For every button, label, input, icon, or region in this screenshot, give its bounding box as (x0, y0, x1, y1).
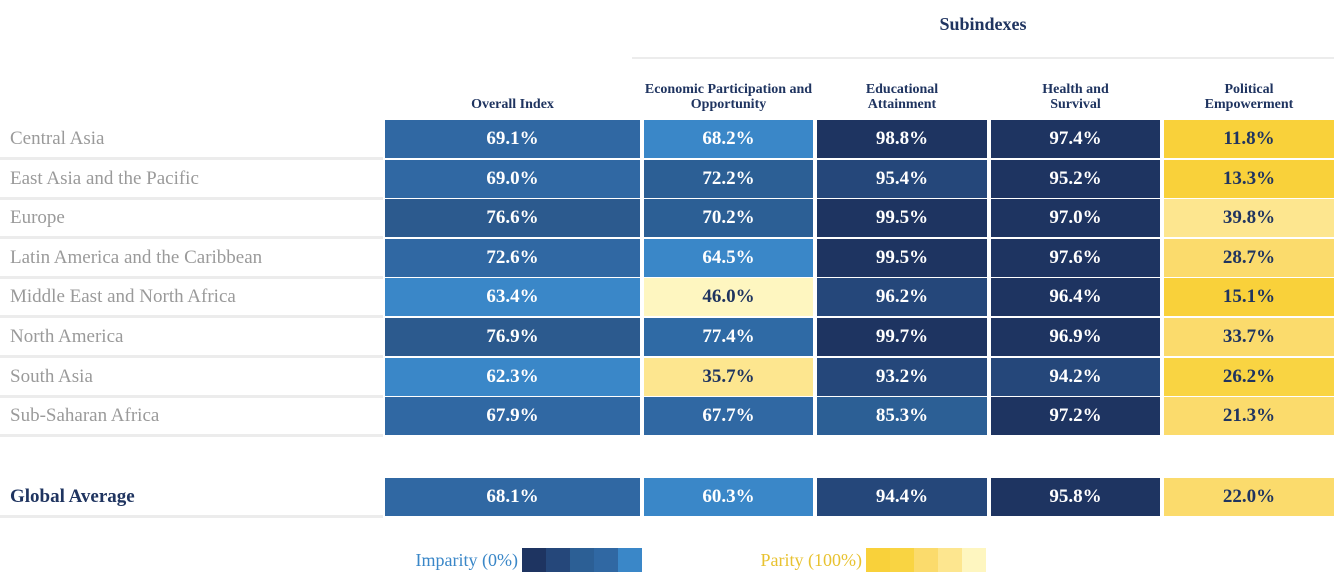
cell: 76.9% (385, 318, 640, 356)
cell: 15.1% (1164, 278, 1334, 317)
column-header: Political Empowerment (1204, 82, 1294, 112)
row-label: South Asia (0, 358, 383, 398)
cell: 95.2% (991, 159, 1160, 198)
cell: 60.3% (644, 478, 813, 516)
legend-swatch (522, 548, 546, 572)
cell: 96.2% (817, 278, 987, 317)
row-label: North America (0, 318, 383, 358)
column-header: Health and Survival (1042, 82, 1109, 112)
cell: 72.6% (385, 238, 640, 277)
cell: 94.4% (817, 478, 987, 516)
cell: 97.0% (991, 199, 1160, 238)
cell: 68.1% (385, 478, 640, 516)
cell: 35.7% (644, 357, 813, 396)
cell: 13.3% (1164, 159, 1334, 198)
cell: 68.2% (644, 120, 813, 158)
row-label: Latin America and the Caribbean (0, 239, 383, 279)
row-label: East Asia and the Pacific (0, 160, 383, 200)
legend-swatch (914, 548, 938, 572)
cell: 63.4% (385, 278, 640, 317)
legend-swatch (570, 548, 594, 572)
column-header: Educational Attainment (865, 82, 939, 112)
cell: 96.9% (991, 318, 1160, 356)
legend-swatch (594, 548, 618, 572)
legend-swatch (890, 548, 914, 572)
cell: 99.5% (817, 199, 987, 238)
cell: 97.2% (991, 397, 1160, 436)
row-label: Sub-Saharan Africa (0, 397, 383, 438)
cell: 95.4% (817, 159, 987, 198)
cell: 85.3% (817, 397, 987, 436)
row-label: Central Asia (0, 120, 383, 160)
header-rule (632, 57, 1334, 59)
cell: 39.8% (1164, 199, 1334, 238)
cell: 21.3% (1164, 397, 1334, 436)
legend-swatch (866, 548, 890, 572)
cell: 26.2% (1164, 357, 1334, 396)
cell: 62.3% (385, 357, 640, 396)
cell: 22.0% (1164, 478, 1334, 516)
legend-label: Imparity (0%) (415, 550, 518, 570)
cell: 99.7% (817, 318, 987, 356)
cell: 72.2% (644, 159, 813, 198)
legend-swatch (938, 548, 962, 572)
legend-swatch (546, 548, 570, 572)
cell: 95.8% (991, 478, 1160, 516)
cell: 94.2% (991, 357, 1160, 396)
cell: 96.4% (991, 278, 1160, 317)
global-label: Global Average (0, 478, 383, 518)
cell: 99.5% (817, 238, 987, 277)
column-header: Economic Participation and Opportunity (644, 82, 813, 112)
row-label: Middle East and North Africa (0, 278, 383, 319)
cell: 67.9% (385, 397, 640, 436)
cell: 67.7% (644, 397, 813, 436)
cell: 28.7% (1164, 238, 1334, 277)
subindexes-title: Subindexes (939, 14, 1027, 34)
cell: 77.4% (644, 318, 813, 356)
cell: 70.2% (644, 199, 813, 238)
legend-swatch (962, 548, 986, 572)
legend-swatch (618, 548, 642, 572)
cell: 64.5% (644, 238, 813, 277)
cell: 33.7% (1164, 318, 1334, 356)
cell: 98.8% (817, 120, 987, 158)
cell: 97.6% (991, 238, 1160, 277)
row-label: Europe (0, 199, 383, 240)
column-header: Overall Index (471, 97, 554, 112)
cell: 97.4% (991, 120, 1160, 158)
cell: 46.0% (644, 278, 813, 317)
cell: 11.8% (1164, 120, 1334, 158)
cell: 76.6% (385, 199, 640, 238)
legend-label: Parity (100%) (760, 550, 862, 570)
cell: 69.1% (385, 120, 640, 158)
cell: 93.2% (817, 357, 987, 396)
cell: 69.0% (385, 159, 640, 198)
